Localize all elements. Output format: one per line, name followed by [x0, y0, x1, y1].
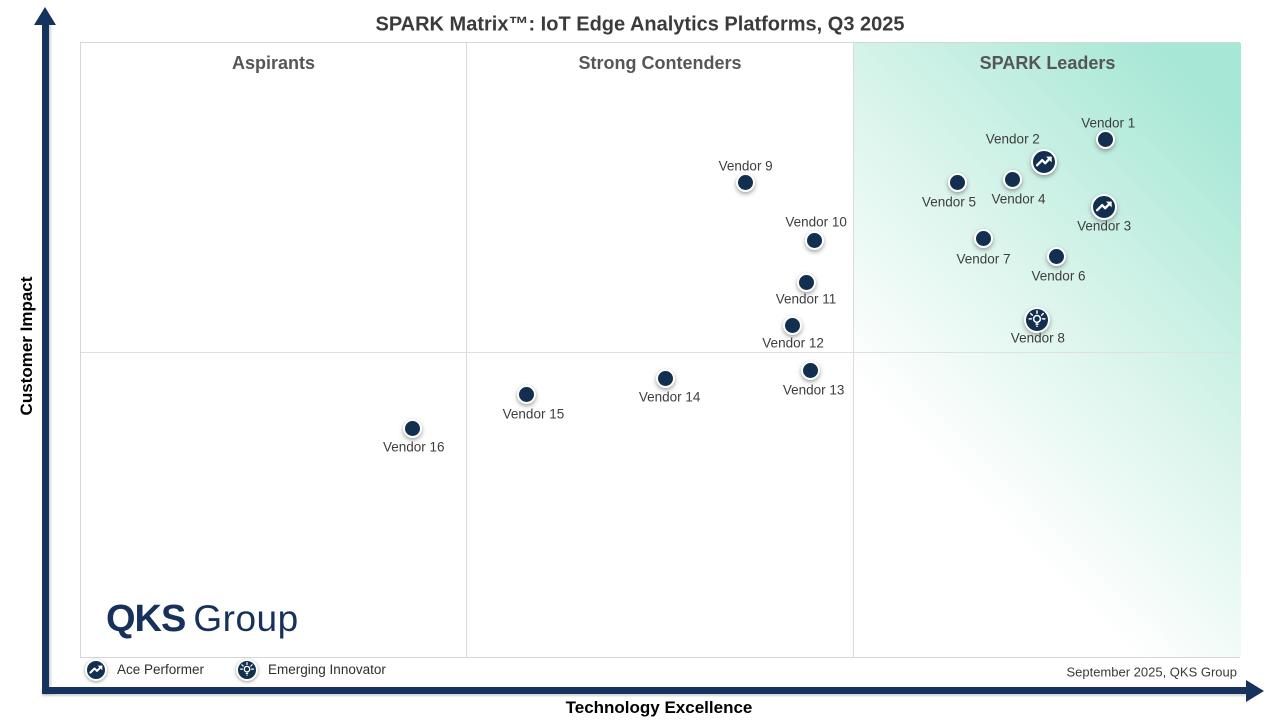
x-axis-line — [42, 687, 1246, 694]
vendor-label: Vendor 11 — [775, 291, 837, 307]
vendor-label: Vendor 4 — [991, 191, 1046, 207]
legend-label-emerging-innovator: Emerging Innovator — [268, 662, 386, 677]
qks-group-logo: QKS Group — [106, 598, 299, 641]
vendor-label: Vendor 3 — [1077, 218, 1132, 234]
y-axis-label: Customer Impact — [17, 276, 36, 416]
vendor-innovator-icon — [1023, 307, 1050, 334]
quadrant-label-spark-leaders: SPARK Leaders — [979, 53, 1116, 73]
vendor-label: Vendor 6 — [1031, 268, 1086, 284]
vendor-dot — [656, 368, 676, 388]
vendor-ace-icon — [1091, 193, 1118, 220]
vendor-dot — [403, 418, 423, 438]
vendor-dot — [948, 172, 968, 192]
plot-area: Aspirants Strong Contenders SPARK Leader… — [80, 42, 1241, 658]
vendor-label: Vendor 7 — [956, 251, 1011, 267]
logo-text-light: Group — [193, 598, 299, 639]
legend: Ace Performer Emerging Innovator — [85, 658, 386, 681]
vendor-label: Vendor 1 — [1081, 115, 1136, 131]
vendor-label: Vendor 10 — [785, 214, 847, 230]
vendor-label: Vendor 12 — [762, 335, 824, 351]
vendor-dot — [1047, 247, 1067, 267]
quadrant-midline — [81, 352, 1239, 353]
quadrant-label-aspirants: Aspirants — [231, 53, 316, 73]
quadrant-label-strong-contenders: Strong Contenders — [578, 53, 742, 73]
vendor-dot — [973, 229, 993, 249]
x-axis-arrow-icon — [1246, 679, 1264, 702]
vendor-dot — [782, 316, 802, 336]
vendor-dot — [1095, 130, 1115, 150]
quadrant-spark-leaders: SPARK Leaders — [854, 43, 1241, 657]
chart-title: SPARK Matrix™: IoT Edge Analytics Platfo… — [375, 13, 905, 36]
vendor-label: Vendor 15 — [502, 406, 565, 422]
emerging-innovator-icon — [236, 658, 259, 681]
vendor-dot — [796, 272, 816, 292]
quadrant-aspirants: Aspirants — [81, 43, 467, 657]
vendor-dot — [804, 230, 824, 250]
vendor-dot — [801, 361, 821, 381]
vendor-ace-icon — [1030, 148, 1057, 175]
x-axis-label: Technology Excellence — [565, 698, 753, 717]
y-axis-arrow-icon — [34, 7, 56, 25]
vendor-label: Vendor 2 — [985, 131, 1040, 147]
vendor-dot — [1002, 170, 1022, 190]
footnote-date: September 2025, QKS Group — [1066, 664, 1237, 680]
ace-performer-icon — [85, 658, 107, 681]
vendor-label: Vendor 8 — [1010, 330, 1065, 346]
legend-item-emerging-innovator: Emerging Innovator — [236, 658, 386, 681]
legend-label-ace-performer: Ace Performer — [117, 662, 205, 677]
vendor-label: Vendor 14 — [638, 389, 701, 405]
vendor-label: Vendor 16 — [382, 439, 445, 455]
quadrant-strong-contenders: Strong Contenders — [467, 43, 854, 657]
vendor-label: Vendor 13 — [782, 382, 845, 398]
y-axis-line — [42, 24, 49, 694]
legend-item-ace-performer: Ace Performer — [85, 658, 205, 681]
vendor-label: Vendor 5 — [921, 194, 976, 210]
vendor-label: Vendor 9 — [718, 158, 773, 174]
vendor-dot — [516, 384, 536, 404]
vendor-dot — [736, 173, 756, 193]
logo-text-bold: QKS — [106, 598, 186, 640]
